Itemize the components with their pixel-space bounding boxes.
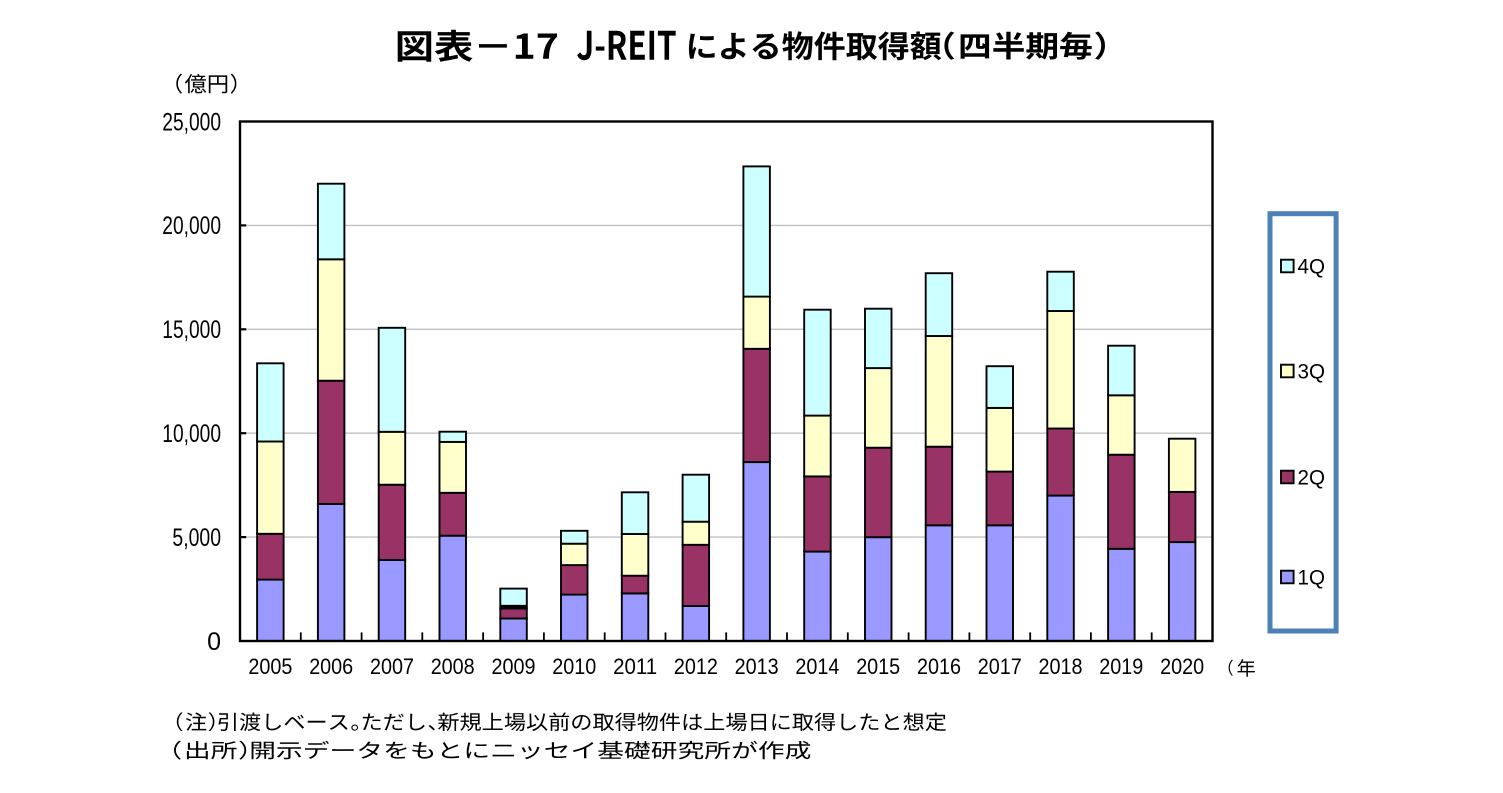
- svg-text:4Q: 4Q: [1298, 255, 1326, 279]
- svg-text:2010: 2010: [552, 654, 596, 679]
- svg-text:2015: 2015: [856, 654, 900, 679]
- svg-text:25,000: 25,000: [162, 108, 221, 136]
- svg-text:5,000: 5,000: [172, 524, 221, 552]
- svg-text:3Q: 3Q: [1298, 360, 1326, 384]
- svg-text:2016: 2016: [917, 654, 961, 679]
- svg-text:2008: 2008: [431, 654, 475, 679]
- svg-text:2009: 2009: [492, 654, 536, 679]
- svg-text:2017: 2017: [978, 654, 1022, 679]
- svg-text:0: 0: [207, 628, 221, 656]
- svg-text:15,000: 15,000: [162, 316, 221, 344]
- svg-text:2006: 2006: [309, 654, 353, 679]
- svg-text:2Q: 2Q: [1298, 466, 1326, 490]
- svg-text:2007: 2007: [370, 654, 414, 679]
- svg-text:2020: 2020: [1160, 654, 1204, 679]
- svg-text:2005: 2005: [248, 654, 292, 679]
- svg-text:2018: 2018: [1039, 654, 1083, 679]
- svg-text:2013: 2013: [735, 654, 779, 679]
- svg-text:20,000: 20,000: [162, 212, 221, 240]
- svg-text:2019: 2019: [1099, 654, 1143, 679]
- svg-text:10,000: 10,000: [162, 420, 221, 448]
- svg-text:2012: 2012: [674, 654, 718, 679]
- svg-text:2014: 2014: [795, 654, 839, 679]
- svg-text:1Q: 1Q: [1298, 566, 1326, 590]
- svg-text:2011: 2011: [613, 654, 657, 679]
